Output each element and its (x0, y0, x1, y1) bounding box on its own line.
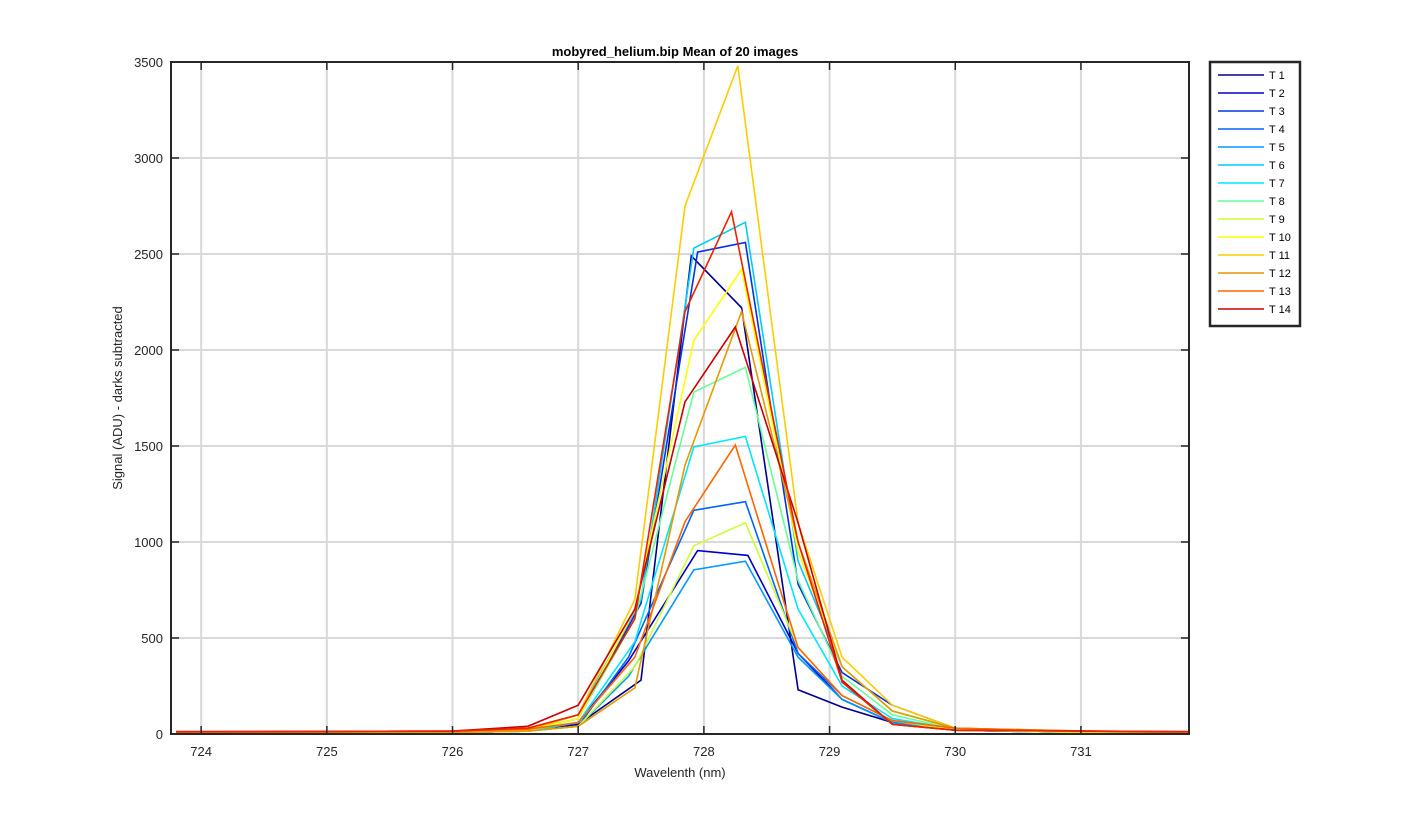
legend-label: T 14 (1269, 304, 1291, 316)
legend: T 1 T 2 T 3 T 4 T 5 T 6 T 7 T 8 T 9 T 10 T 11 T 12 T… (1208, 60, 1302, 328)
x-tick-label: 725 (316, 744, 338, 759)
y-tick-label: 1500 (134, 439, 163, 454)
axes (170, 61, 1190, 735)
y-tick-label: 3000 (134, 151, 163, 166)
legend-box (1208, 60, 1302, 328)
legend-label: T 6 (1269, 160, 1285, 172)
legend-label: T 11 (1269, 250, 1290, 262)
x-tick-label: 726 (442, 744, 464, 759)
y-tick-label: 3500 (134, 55, 163, 70)
axes-box (170, 61, 1190, 735)
x-tick-label: 730 (944, 744, 966, 759)
tick-labels: 724 725 726 727 728 729 730 731 0 500 1000 1500 2000… (134, 55, 1092, 759)
chart-title: mobyred_helium.bip Mean of 20 images (552, 44, 798, 59)
legend-label: T 2 (1269, 88, 1285, 100)
legend-label: T 9 (1269, 214, 1285, 226)
y-axis-label: Signal (ADU) - darks subtracted (110, 306, 125, 490)
legend-label: T 8 (1269, 196, 1285, 208)
x-axis-label: Wavelenth (nm) (634, 765, 725, 780)
y-tick-label: 2000 (134, 343, 163, 358)
x-tick-label: 728 (693, 744, 715, 759)
legend-label: T 4 (1269, 124, 1285, 136)
legend-label: T 12 (1269, 268, 1291, 280)
y-tick-label: 1000 (134, 535, 163, 550)
plot-background (171, 62, 1189, 734)
y-tick-label: 2500 (134, 247, 163, 262)
legend-label: T 5 (1269, 142, 1285, 154)
x-tick-label: 731 (1070, 744, 1092, 759)
y-tick-label: 500 (141, 631, 163, 646)
plot-area (171, 62, 1189, 734)
legend-label: T 3 (1269, 106, 1285, 118)
x-tick-label: 727 (567, 744, 589, 759)
legend-label: T 1 (1269, 70, 1285, 82)
legend-label: T 7 (1269, 178, 1285, 190)
x-tick-label: 729 (819, 744, 841, 759)
legend-label: T 10 (1269, 232, 1291, 244)
legend-label: T 13 (1269, 286, 1291, 298)
y-tick-label: 0 (156, 727, 163, 742)
x-tick-label: 724 (190, 744, 212, 759)
